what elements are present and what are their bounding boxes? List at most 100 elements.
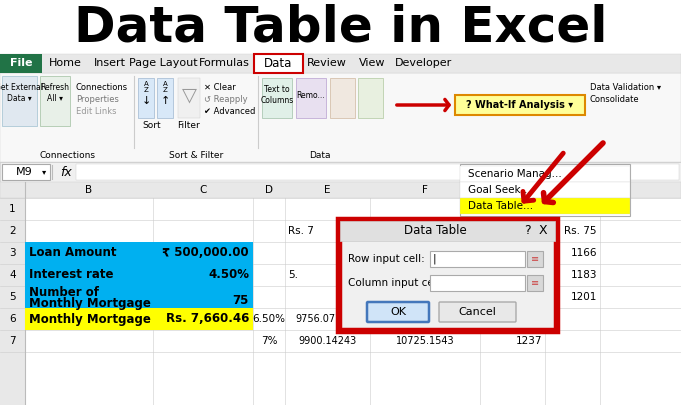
Text: Column input cell:: Column input cell: (348, 278, 443, 288)
FancyBboxPatch shape (0, 73, 681, 162)
Text: Sort: Sort (143, 121, 161, 130)
Text: Scenario Manag...: Scenario Manag... (468, 169, 562, 179)
Text: 7%: 7% (261, 336, 277, 346)
FancyBboxPatch shape (0, 182, 25, 405)
Text: M9: M9 (16, 167, 33, 177)
FancyBboxPatch shape (340, 221, 555, 329)
Text: Refresh
All ▾: Refresh All ▾ (40, 83, 69, 103)
FancyBboxPatch shape (0, 0, 681, 54)
Text: B: B (85, 185, 93, 195)
Text: 10725.1543: 10725.1543 (396, 336, 454, 346)
FancyBboxPatch shape (455, 95, 585, 115)
Text: 1: 1 (9, 204, 16, 214)
Text: View: View (360, 58, 385, 68)
Text: X: X (539, 224, 548, 237)
Text: ≡: ≡ (531, 254, 539, 264)
Text: ≡: ≡ (531, 278, 539, 288)
FancyBboxPatch shape (0, 162, 681, 182)
FancyBboxPatch shape (25, 308, 253, 330)
FancyBboxPatch shape (25, 264, 253, 286)
FancyBboxPatch shape (430, 251, 525, 267)
Text: 1201: 1201 (571, 292, 597, 302)
Text: File: File (10, 58, 32, 68)
Text: Text to
Columns: Text to Columns (260, 85, 294, 105)
Text: D: D (265, 185, 273, 195)
Text: G: G (509, 185, 517, 195)
Text: 4.50%: 4.50% (208, 269, 249, 281)
Text: Data: Data (264, 57, 293, 70)
FancyBboxPatch shape (460, 164, 630, 216)
FancyBboxPatch shape (0, 182, 681, 198)
FancyBboxPatch shape (2, 76, 37, 126)
Text: 6.50%: 6.50% (253, 314, 285, 324)
Text: 7: 7 (9, 336, 16, 346)
Text: Monthly Mortgage: Monthly Mortgage (29, 313, 151, 326)
Text: Formulas: Formulas (199, 58, 250, 68)
Text: 6: 6 (9, 314, 16, 324)
Text: Rs. 7,660.46: Rs. 7,660.46 (165, 313, 249, 326)
Text: Remo...: Remo... (297, 90, 326, 100)
Text: F: F (422, 185, 428, 195)
FancyBboxPatch shape (0, 182, 681, 405)
Text: ↺ Reapply: ↺ Reapply (204, 94, 248, 104)
FancyBboxPatch shape (157, 78, 173, 118)
FancyBboxPatch shape (460, 166, 630, 182)
Text: Interest rate: Interest rate (29, 269, 114, 281)
Text: C: C (200, 185, 207, 195)
Text: OK: OK (390, 307, 406, 317)
FancyBboxPatch shape (25, 286, 253, 330)
FancyBboxPatch shape (340, 221, 555, 241)
Text: 10569.08369: 10569.08369 (393, 314, 457, 324)
Text: Row input cell:: Row input cell: (348, 254, 425, 264)
Text: Insert: Insert (94, 58, 126, 68)
FancyBboxPatch shape (76, 164, 679, 180)
Text: Data Table: Data Table (404, 224, 467, 237)
Text: 5: 5 (9, 292, 16, 302)
Text: 9900.14243: 9900.14243 (298, 336, 357, 346)
Text: Home: Home (48, 58, 82, 68)
FancyBboxPatch shape (460, 182, 630, 198)
Text: 1183: 1183 (571, 270, 597, 280)
Text: ? What-If Analysis ▾: ? What-If Analysis ▾ (466, 100, 573, 110)
FancyBboxPatch shape (2, 164, 50, 180)
Text: Rs. 75: Rs. 75 (565, 226, 597, 236)
Text: ✕ Clear: ✕ Clear (204, 83, 236, 92)
Text: ↑: ↑ (160, 96, 170, 106)
FancyBboxPatch shape (0, 54, 42, 73)
Text: 1166: 1166 (571, 248, 597, 258)
FancyBboxPatch shape (430, 275, 525, 291)
Text: 3: 3 (9, 248, 16, 258)
Text: Rs. 7: Rs. 7 (288, 226, 314, 236)
FancyBboxPatch shape (0, 54, 681, 73)
FancyBboxPatch shape (262, 78, 292, 118)
FancyBboxPatch shape (178, 78, 200, 118)
Text: Sort & Filter: Sort & Filter (169, 151, 223, 160)
FancyBboxPatch shape (0, 54, 681, 162)
FancyBboxPatch shape (527, 251, 543, 267)
Text: 1237: 1237 (516, 336, 542, 346)
Text: ▽: ▽ (182, 85, 197, 104)
Text: Monthly Mortgage: Monthly Mortgage (29, 296, 151, 309)
FancyBboxPatch shape (330, 78, 355, 118)
Text: 5.: 5. (288, 270, 298, 280)
Text: 1219: 1219 (516, 314, 542, 324)
Text: Cancel: Cancel (458, 307, 496, 317)
FancyBboxPatch shape (40, 76, 70, 126)
Text: ?: ? (524, 224, 530, 237)
Text: Review: Review (307, 58, 347, 68)
Text: Data Table...: Data Table... (468, 201, 533, 211)
Text: 4: 4 (9, 270, 16, 280)
Text: A
Z: A Z (144, 81, 148, 94)
Text: Goal Seek...: Goal Seek... (468, 185, 530, 195)
Text: Developer: Developer (394, 58, 452, 68)
Text: 75: 75 (233, 294, 249, 307)
FancyBboxPatch shape (439, 302, 516, 322)
Text: Properties: Properties (76, 94, 119, 104)
Text: 4.38928: 4.38928 (499, 292, 542, 302)
Text: Data Table in Excel: Data Table in Excel (74, 3, 607, 51)
FancyBboxPatch shape (296, 78, 326, 118)
Text: ▾: ▾ (42, 168, 46, 177)
Text: ↓: ↓ (142, 96, 151, 106)
Text: Number of: Number of (29, 286, 99, 300)
Text: 0,000.00: 0,000.00 (496, 226, 542, 236)
